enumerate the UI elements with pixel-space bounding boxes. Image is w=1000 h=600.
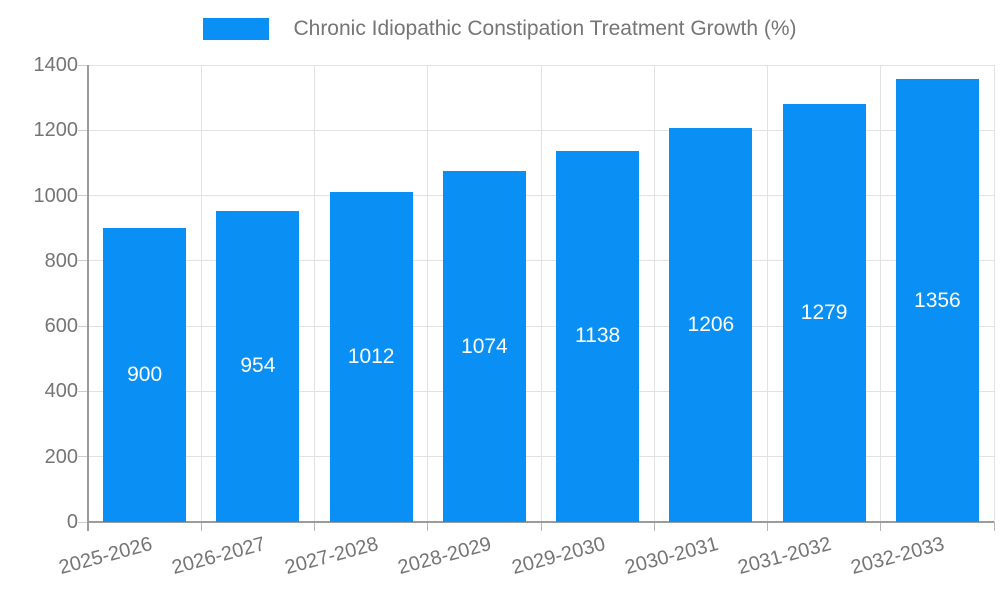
y-tick-label: 1000: [33, 184, 79, 207]
v-gridline: [993, 65, 995, 522]
x-tick-mark: [314, 522, 315, 531]
bar-2026-2027[interactable]: 954: [216, 210, 300, 522]
v-gridline: [880, 65, 882, 522]
y-tick-mark: [78, 456, 88, 458]
y-tick-mark: [78, 129, 88, 131]
bar-value-label: 1012: [347, 344, 395, 368]
y-tick-mark: [78, 260, 88, 262]
bar-value-label: 1356: [914, 288, 961, 312]
bar-value-label: 1206: [687, 313, 735, 337]
y-tick-mark: [78, 390, 88, 392]
bar-2027-2028[interactable]: 1012: [329, 191, 413, 522]
bar-2025-2026[interactable]: 900: [103, 228, 187, 522]
bar-2032-2033[interactable]: 1356: [895, 79, 979, 522]
chart-title: Chronic Idiopathic Constipation Treatmen…: [293, 17, 797, 40]
x-tick-mark: [653, 522, 655, 531]
legend[interactable]: Chronic Idiopathic Constipation Treatmen…: [0, 17, 1000, 41]
y-tick-label: 800: [44, 249, 78, 272]
bar-value-label: 1279: [800, 301, 848, 325]
v-gridline: [653, 65, 655, 522]
bar-value-label: 1074: [461, 334, 508, 358]
legend-swatch: [203, 18, 270, 40]
v-gridline: [314, 65, 315, 522]
y-tick-mark: [78, 64, 88, 66]
y-tick-mark: [78, 521, 88, 523]
y-tick-mark: [78, 325, 88, 327]
bar-2029-2030[interactable]: 1138: [556, 150, 640, 522]
v-gridline: [540, 65, 542, 522]
bar-value-label: 1138: [575, 324, 621, 348]
x-tick-mark: [540, 522, 542, 531]
y-tick-label: 200: [44, 445, 78, 468]
y-tick-label: 400: [44, 380, 78, 403]
y-axis-line: [87, 65, 89, 531]
y-tick-label: 0: [66, 511, 78, 533]
v-gridline: [200, 65, 202, 522]
bar-2030-2031[interactable]: 1206: [669, 128, 753, 522]
bar-2031-2032[interactable]: 1279: [782, 104, 866, 522]
v-gridline: [427, 65, 429, 522]
y-tick-label: 1200: [33, 119, 79, 142]
x-tick-mark: [767, 522, 768, 531]
y-tick-label: 600: [44, 315, 78, 338]
x-tick-mark: [427, 522, 429, 531]
y-tick-mark: [78, 195, 88, 197]
x-tick-mark: [993, 522, 995, 531]
bar-2028-2029[interactable]: 1074: [442, 171, 526, 522]
x-tick-mark: [880, 522, 882, 531]
x-tick-mark: [200, 522, 202, 531]
y-tick-label: 1400: [33, 54, 79, 76]
bar-value-label: 954: [240, 354, 276, 378]
v-gridline: [767, 65, 768, 522]
x-axis-line: [88, 521, 994, 523]
bar-value-label: 900: [127, 363, 163, 387]
